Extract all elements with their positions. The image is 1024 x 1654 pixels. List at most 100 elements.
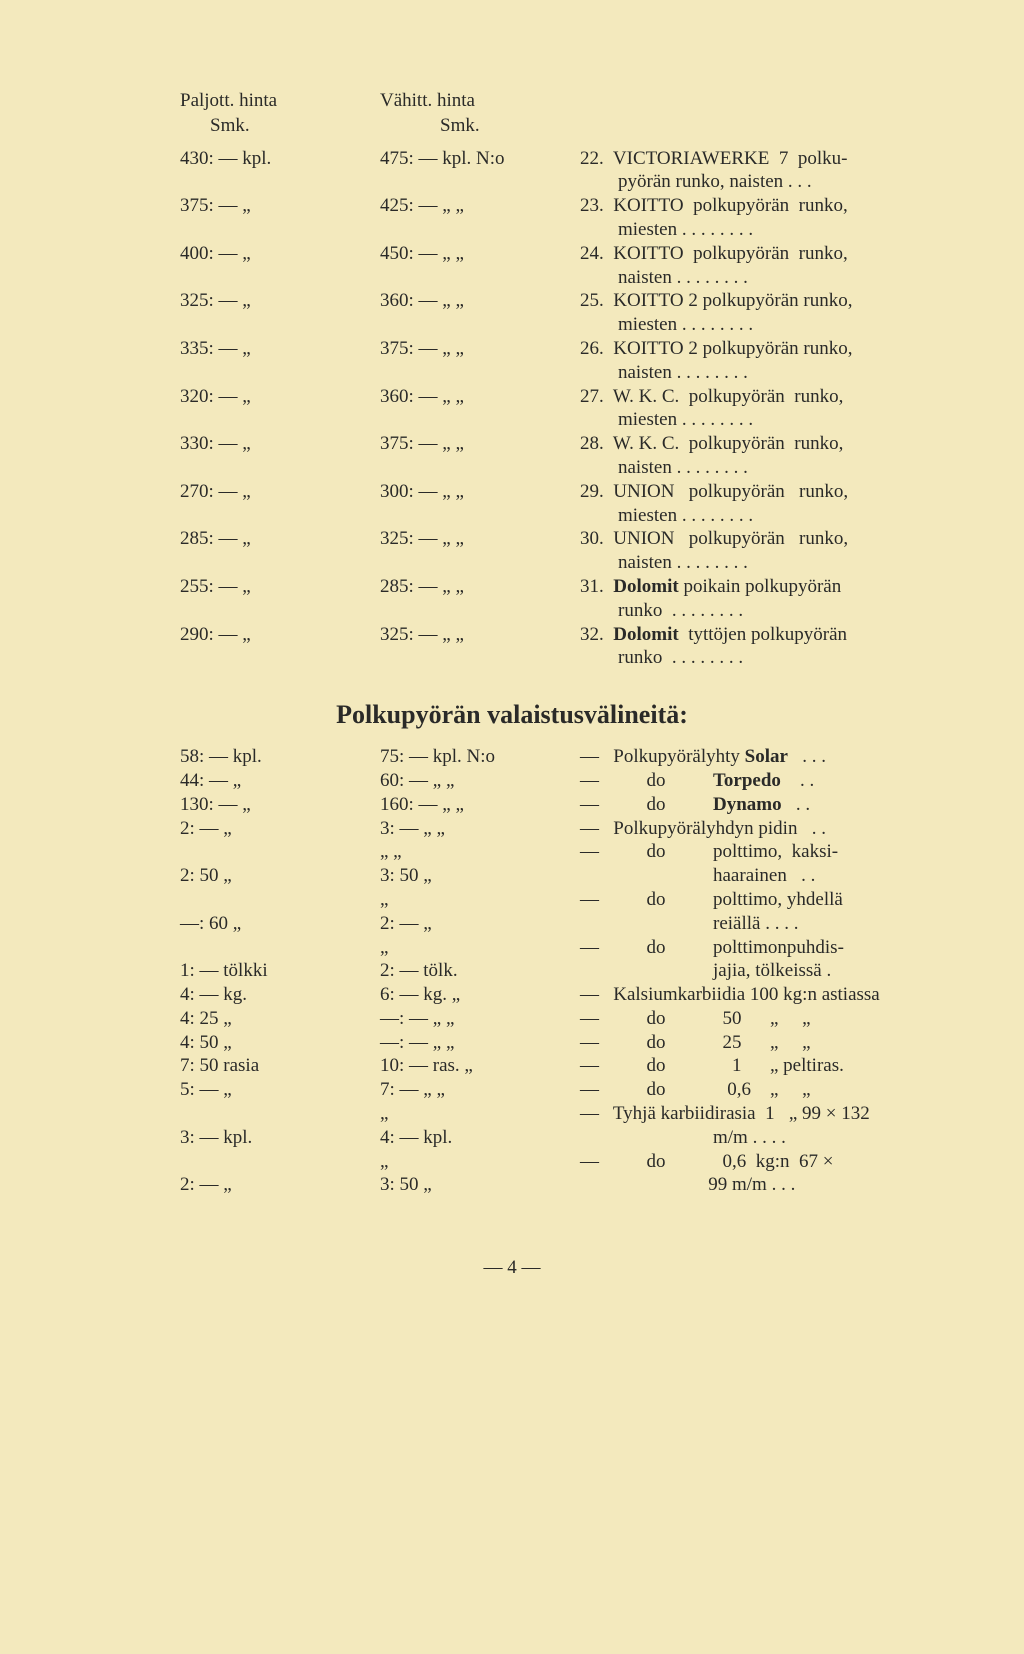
list-row: 4: 50 „—: — „ „— do 25 „ „	[180, 1032, 914, 1055]
col-desc: 99 m/m . . .	[580, 1174, 914, 1197]
list-row: pyörän runko, naisten . . .	[180, 171, 914, 194]
col-paljott: 2: — „	[180, 818, 380, 841]
col-paljott: —: 60 „	[180, 913, 380, 936]
col-paljott: 4: — kg.	[180, 984, 380, 1007]
list-row: 3: — kpl.4: — kpl. m/m . . . .	[180, 1127, 914, 1150]
col-paljott: 330: — „	[180, 433, 380, 456]
header-row-1: Paljott. hinta Vähitt. hinta	[180, 90, 914, 113]
header-row-2: Smk. Smk.	[180, 115, 914, 138]
list-row: runko . . . . . . . .	[180, 600, 914, 623]
list-row: „— do 0,6 kg:n 67 ×	[180, 1151, 914, 1174]
list-row: 2: — „3: 50 „ 99 m/m . . .	[180, 1174, 914, 1197]
list-row: 330: — „375: — „ „28. W. K. C. polkupyör…	[180, 433, 914, 456]
col1-smk: Smk.	[180, 115, 410, 138]
list-row: miesten . . . . . . . .	[180, 505, 914, 528]
col-desc: — do Torpedo . .	[580, 770, 914, 793]
list-row: —: 60 „2: — „ reiällä . . . .	[180, 913, 914, 936]
col2-header: Vähitt. hinta	[380, 90, 580, 113]
list-row: miesten . . . . . . . .	[180, 219, 914, 242]
list-row: „ „— do polttimo, kaksi-	[180, 841, 914, 864]
col-vahitt: 3: 50 „	[380, 865, 580, 888]
col-vahitt: 2: — „	[380, 913, 580, 936]
product-list-1: 430: — kpl.475: — kpl. N:o22. VICTORIAWE…	[180, 148, 914, 671]
col-paljott: 285: — „	[180, 528, 380, 551]
product-list-2: 58: — kpl.75: — kpl. N:o— Polkupyörälyht…	[180, 746, 914, 1197]
col-paljott: 290: — „	[180, 624, 380, 647]
col-vahitt: 4: — kpl.	[380, 1127, 580, 1150]
col-desc: — do 25 „ „	[580, 1032, 914, 1055]
list-row: 4: — kg.6: — kg. „— Kalsiumkarbiidia 100…	[180, 984, 914, 1007]
col-vahitt: —: — „ „	[380, 1032, 580, 1055]
col-desc: miesten . . . . . . . .	[580, 314, 914, 337]
list-row: 325: — „360: — „ „25. KOITTO 2 polkupyör…	[180, 290, 914, 313]
col-vahitt: 375: — „ „	[380, 433, 580, 456]
col-vahitt: 2: — tölk.	[380, 960, 580, 983]
col-vahitt: —: — „ „	[380, 1008, 580, 1031]
col-desc: m/m . . . .	[580, 1127, 914, 1150]
list-row: 290: — „325: — „ „32. Dolomit tyttöjen p…	[180, 624, 914, 647]
col-paljott: 430: — kpl.	[180, 148, 380, 171]
col-paljott: 335: — „	[180, 338, 380, 361]
list-row: naisten . . . . . . . .	[180, 362, 914, 385]
list-row: 7: 50 rasia10: — ras. „— do 1 „ peltiras…	[180, 1055, 914, 1078]
col-desc: miesten . . . . . . . .	[580, 505, 914, 528]
list-row: 5: — „7: — „ „— do 0,6 „ „	[180, 1079, 914, 1102]
col-paljott: 375: — „	[180, 195, 380, 218]
list-row: 430: — kpl.475: — kpl. N:o22. VICTORIAWE…	[180, 148, 914, 171]
col-desc: — do Dynamo . .	[580, 794, 914, 817]
list-row: naisten . . . . . . . .	[180, 267, 914, 290]
col-desc: — do 1 „ peltiras.	[580, 1055, 914, 1078]
col-desc: reiällä . . . .	[580, 913, 914, 936]
col-paljott: 7: 50 rasia	[180, 1055, 380, 1078]
col-vahitt: 475: — kpl. N:o	[380, 148, 580, 171]
col-paljott: 4: 25 „	[180, 1008, 380, 1031]
col1-header: Paljott. hinta	[180, 90, 380, 113]
col-desc: naisten . . . . . . . .	[580, 362, 914, 385]
col-desc: haarainen . .	[580, 865, 914, 888]
col-desc: — do 50 „ „	[580, 1008, 914, 1031]
list-row: 285: — „325: — „ „30. UNION polkupyörän …	[180, 528, 914, 551]
col-vahitt: 360: — „ „	[380, 386, 580, 409]
col-desc: 25. KOITTO 2 polkupyörän runko,	[580, 290, 914, 313]
col-paljott: 320: — „	[180, 386, 380, 409]
list-row: miesten . . . . . . . .	[180, 314, 914, 337]
list-row: 270: — „300: — „ „29. UNION polkupyörän …	[180, 481, 914, 504]
col-desc: 26. KOITTO 2 polkupyörän runko,	[580, 338, 914, 361]
col-desc: naisten . . . . . . . .	[580, 457, 914, 480]
col-paljott: 2: 50 „	[180, 865, 380, 888]
col-vahitt: „ „	[380, 841, 580, 864]
col-paljott: 130: — „	[180, 794, 380, 817]
col-vahitt: 325: — „ „	[380, 528, 580, 551]
col-desc: — Polkupyörälyhdyn pidin . .	[580, 818, 914, 841]
col-desc: — do polttimo, kaksi-	[580, 841, 914, 864]
col-desc: 27. W. K. C. polkupyörän runko,	[580, 386, 914, 409]
col-desc: 29. UNION polkupyörän runko,	[580, 481, 914, 504]
col-desc: naisten . . . . . . . .	[580, 267, 914, 290]
col-vahitt: 6: — kg. „	[380, 984, 580, 1007]
col-desc: 30. UNION polkupyörän runko,	[580, 528, 914, 551]
list-row: 375: — „425: — „ „23. KOITTO polkupyörän…	[180, 195, 914, 218]
col-paljott: 1: — tölkki	[180, 960, 380, 983]
col-paljott: 3: — kpl.	[180, 1127, 380, 1150]
col-desc: — do polttimo, yhdellä	[580, 889, 914, 912]
col-desc: pyörän runko, naisten . . .	[580, 171, 914, 194]
list-row: 400: — „450: — „ „24. KOITTO polkupyörän…	[180, 243, 914, 266]
col-vahitt: 60: — „ „	[380, 770, 580, 793]
list-row: runko . . . . . . . .	[180, 647, 914, 670]
list-row: 130: — „160: — „ „— do Dynamo . .	[180, 794, 914, 817]
col-paljott: 270: — „	[180, 481, 380, 504]
col-vahitt: „	[380, 937, 580, 960]
col-paljott: 2: — „	[180, 1174, 380, 1197]
col-desc: naisten . . . . . . . .	[580, 552, 914, 575]
col-paljott: 400: — „	[180, 243, 380, 266]
col-desc: runko . . . . . . . .	[580, 647, 914, 670]
col-vahitt: 75: — kpl. N:o	[380, 746, 580, 769]
list-row: naisten . . . . . . . .	[180, 457, 914, 480]
col-vahitt: 160: — „ „	[380, 794, 580, 817]
list-row: naisten . . . . . . . .	[180, 552, 914, 575]
col-desc: 28. W. K. C. polkupyörän runko,	[580, 433, 914, 456]
col-desc: — do polttimonpuhdis-	[580, 937, 914, 960]
list-row: 4: 25 „—: — „ „— do 50 „ „	[180, 1008, 914, 1031]
col-vahitt: 450: — „ „	[380, 243, 580, 266]
col-vahitt: 3: 50 „	[380, 1174, 580, 1197]
